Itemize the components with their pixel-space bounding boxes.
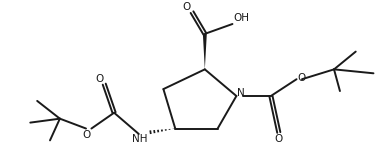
Polygon shape xyxy=(203,34,207,69)
Text: OH: OH xyxy=(234,13,249,23)
Text: O: O xyxy=(95,74,103,84)
Text: O: O xyxy=(183,2,191,12)
Text: O: O xyxy=(297,73,305,83)
Text: O: O xyxy=(83,129,91,139)
Text: O: O xyxy=(275,134,283,144)
Text: N: N xyxy=(237,88,245,98)
Text: NH: NH xyxy=(132,134,147,144)
